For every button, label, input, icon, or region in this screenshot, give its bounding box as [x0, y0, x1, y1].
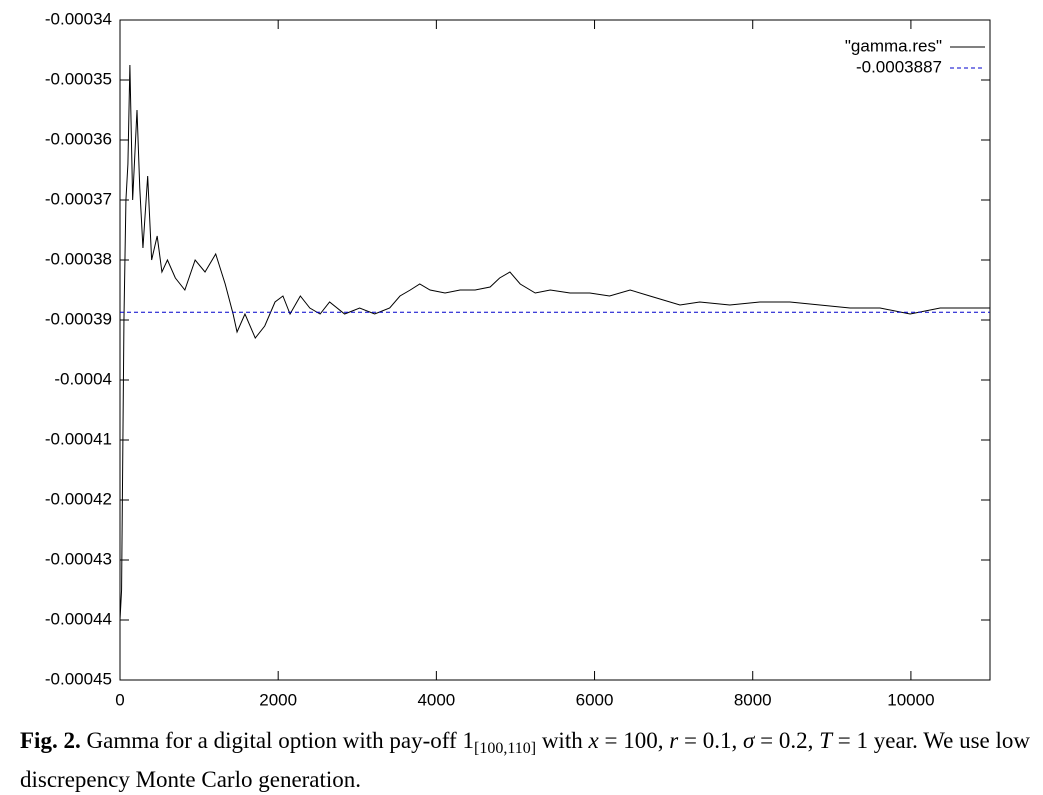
- caption-text: σ: [743, 728, 755, 753]
- chart: -0.00045-0.00044-0.00043-0.00042-0.00041…: [45, 9, 991, 709]
- x-tick-label: 4000: [417, 690, 455, 709]
- caption-text: Gamma for a digital option with pay-off …: [86, 728, 474, 753]
- y-tick-label: -0.00034: [45, 9, 112, 28]
- x-tick-label: 8000: [734, 690, 772, 709]
- y-tick-label: -0.00045: [45, 669, 112, 688]
- y-tick-label: -0.00039: [45, 309, 112, 328]
- caption-text: with: [536, 728, 589, 753]
- caption-label: Fig. 2.: [20, 728, 81, 753]
- y-tick-label: -0.00038: [45, 249, 112, 268]
- caption-text: = 0.1,: [678, 728, 744, 753]
- caption-text: [100,110]: [473, 740, 537, 757]
- x-tick-label: 0: [115, 690, 124, 709]
- y-tick-label: -0.00035: [45, 69, 112, 88]
- y-tick-label: -0.0004: [54, 369, 112, 388]
- caption-text: = 0.2,: [754, 728, 820, 753]
- y-tick-label: -0.00042: [45, 489, 112, 508]
- data-line: [119, 64, 990, 621]
- y-tick-label: -0.00041: [45, 429, 112, 448]
- x-tick-label: 10000: [887, 690, 934, 709]
- y-tick-label: -0.00037: [45, 189, 112, 208]
- y-tick-label: -0.00036: [45, 129, 112, 148]
- caption-text: r: [669, 728, 679, 753]
- caption: Fig. 2. Gamma for a digital option with …: [20, 725, 1030, 795]
- y-tick-label: -0.00044: [45, 609, 112, 628]
- x-tick-label: 6000: [576, 690, 614, 709]
- caption-text: x: [588, 728, 599, 753]
- y-tick-label: -0.00043: [45, 549, 112, 568]
- legend-label: "gamma.res": [845, 36, 942, 55]
- legend-label: -0.0003887: [856, 57, 942, 76]
- x-tick-label: 2000: [259, 690, 297, 709]
- caption-text: = 1 year. We use low discrepency Monte C…: [20, 728, 1031, 792]
- plot-frame: [119, 19, 991, 681]
- caption-text: = 100,: [598, 728, 670, 753]
- caption-text: T: [819, 728, 832, 753]
